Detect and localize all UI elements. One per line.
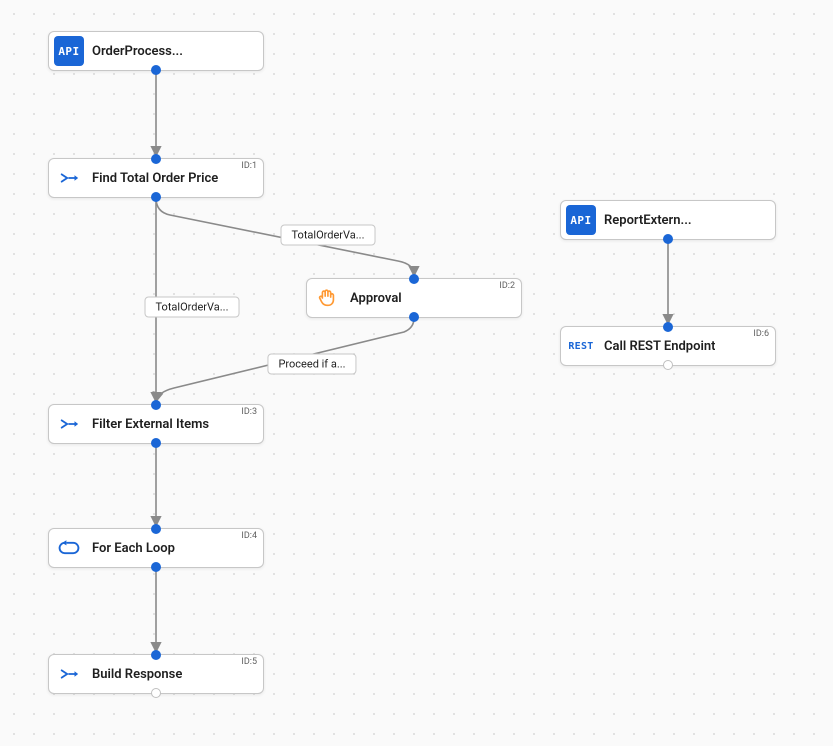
- node-reportextern-start[interactable]: API ReportExtern...: [560, 200, 776, 240]
- node-id: ID:6: [753, 329, 769, 339]
- node-id: ID:2: [499, 281, 515, 291]
- port-in[interactable]: [151, 154, 161, 164]
- port-out[interactable]: [151, 562, 161, 572]
- port-out[interactable]: [409, 312, 419, 322]
- node-find-total-order-price[interactable]: Find Total Order Price ID:1: [48, 158, 264, 198]
- edge-label-gt[interactable]: TotalOrderVa...: [281, 225, 376, 246]
- loop-icon: [54, 533, 84, 563]
- node-title: Approval: [350, 291, 402, 306]
- port-out[interactable]: [663, 234, 673, 244]
- port-out[interactable]: [151, 438, 161, 448]
- port-in[interactable]: [151, 650, 161, 660]
- hand-icon: [312, 283, 342, 313]
- node-title: ReportExtern...: [604, 213, 692, 228]
- api-icon-label: API: [58, 45, 79, 58]
- node-id: ID:5: [241, 657, 257, 667]
- edge-layer: [0, 0, 833, 746]
- api-icon: API: [566, 205, 596, 235]
- rest-icon-label: REST: [568, 341, 593, 352]
- merge-icon: [54, 163, 84, 193]
- edge-label-proceed[interactable]: Proceed if a...: [267, 354, 356, 375]
- node-id: ID:1: [241, 161, 257, 171]
- port-in[interactable]: [151, 524, 161, 534]
- node-id: ID:3: [241, 407, 257, 417]
- rest-icon: REST: [566, 331, 596, 361]
- edge-label-le[interactable]: TotalOrderVa...: [145, 297, 240, 318]
- api-icon-label: API: [570, 214, 591, 227]
- node-build-response[interactable]: Build Response ID:5: [48, 654, 264, 694]
- node-approval[interactable]: Approval ID:2: [306, 278, 522, 318]
- port-out[interactable]: [151, 65, 161, 75]
- port-out-open[interactable]: [663, 360, 673, 370]
- port-in[interactable]: [409, 274, 419, 284]
- node-id: ID:4: [241, 531, 257, 541]
- port-out-open[interactable]: [151, 688, 161, 698]
- node-call-rest-endpoint[interactable]: REST Call REST Endpoint ID:6: [560, 326, 776, 366]
- node-title: Find Total Order Price: [92, 171, 218, 186]
- node-orderprocess-start[interactable]: API OrderProcess...: [48, 31, 264, 71]
- port-out[interactable]: [151, 192, 161, 202]
- port-in[interactable]: [151, 400, 161, 410]
- canvas-dot-grid: [0, 0, 833, 746]
- node-title: Build Response: [92, 667, 182, 682]
- api-icon: API: [54, 36, 84, 66]
- port-in[interactable]: [663, 322, 673, 332]
- node-filter-external-items[interactable]: Filter External Items ID:3: [48, 404, 264, 444]
- node-title: OrderProcess...: [92, 44, 183, 59]
- merge-icon: [54, 659, 84, 689]
- node-for-each-loop[interactable]: For Each Loop ID:4: [48, 528, 264, 568]
- node-title: For Each Loop: [92, 541, 175, 556]
- merge-icon: [54, 409, 84, 439]
- node-title: Call REST Endpoint: [604, 339, 715, 354]
- node-title: Filter External Items: [92, 417, 209, 432]
